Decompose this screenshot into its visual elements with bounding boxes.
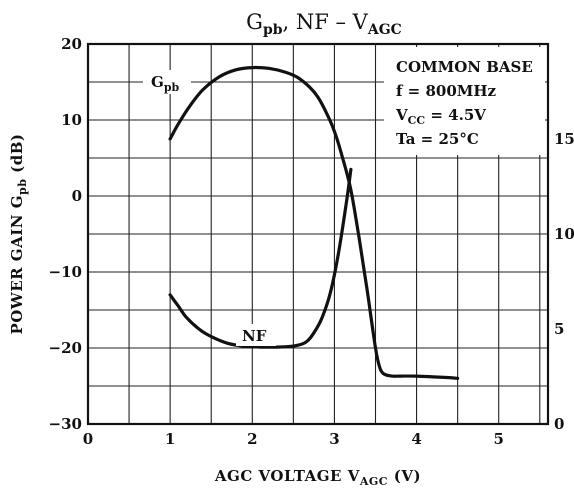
y-tick-label: −10 — [49, 263, 82, 281]
y-tick-label: −30 — [49, 415, 82, 433]
chart-title: Gpb, NF – VAGC — [246, 10, 402, 38]
y2-tick-label: 10 — [554, 225, 574, 243]
series-line-gpb — [168, 65, 460, 380]
legend-line-2: f = 800MHz — [396, 82, 497, 100]
y-tick-label: 10 — [61, 111, 82, 129]
y-tick-labels: 20 10 0 −10 −20 −30 — [49, 35, 82, 433]
legend-box: COMMON BASE f = 800MHz VCC = 4.5V Ta = 2… — [384, 47, 545, 155]
y2-tick-label: 15 — [554, 130, 574, 148]
legend-line-1: COMMON BASE — [396, 58, 533, 76]
y2-tick-label: 0 — [554, 415, 564, 433]
x-tick-label: 3 — [329, 430, 339, 448]
legend-line-3: VCC = 4.5V — [395, 106, 486, 127]
x-axis-label: AGC VOLTAGE VAGC (V) — [214, 467, 421, 488]
x-tick-label: 4 — [411, 430, 421, 448]
x-tick-labels: 0 1 2 3 4 5 — [83, 430, 504, 448]
plot-frame — [86, 42, 550, 426]
series-label-gpb: Gpb — [143, 70, 191, 94]
x-tick-label: 2 — [247, 430, 257, 448]
y2-tick-labels: 15 10 5 0 — [554, 130, 574, 433]
x-tick-label: 1 — [165, 430, 175, 448]
y-tick-label: 0 — [72, 187, 82, 205]
series-line-nf — [168, 167, 353, 349]
y-axis-label: POWER GAIN Gpb (dB) — [8, 133, 29, 334]
y-tick-label: 20 — [61, 35, 82, 53]
x-tick-label: 0 — [83, 430, 93, 448]
y-tick-label: −20 — [49, 339, 82, 357]
legend-line-4: Ta = 25°C — [396, 130, 479, 148]
series-label-nf: NF — [236, 324, 276, 346]
y2-tick-label: 5 — [554, 320, 564, 338]
curves — [168, 65, 460, 380]
svg-text:Gpb: Gpb — [151, 73, 180, 94]
svg-text:NF: NF — [242, 327, 267, 345]
x-tick-label: 5 — [493, 430, 503, 448]
